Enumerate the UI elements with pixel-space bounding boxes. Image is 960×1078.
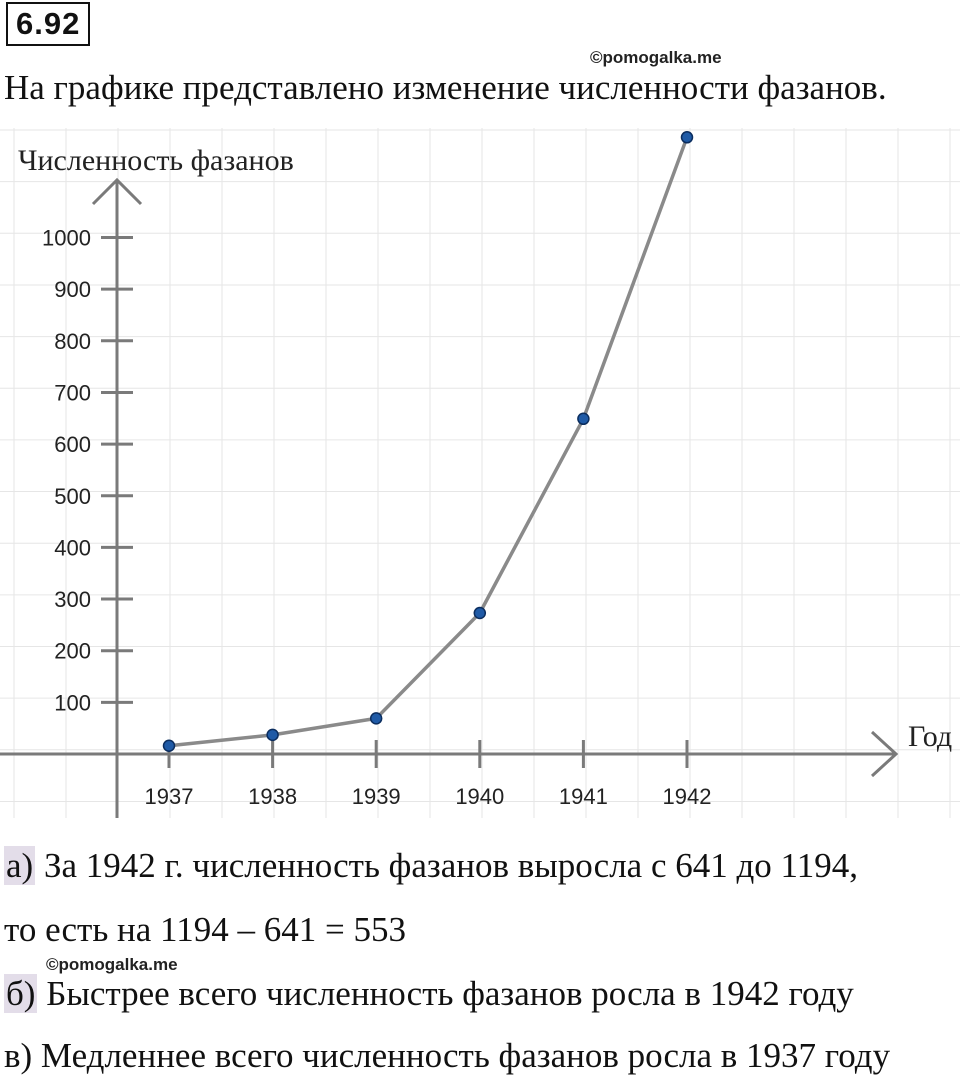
data-point (473, 606, 487, 620)
watermark: ©pomogalka.me (590, 48, 722, 67)
y-tick-label: 300 (54, 587, 91, 612)
x-tick-label: 1938 (248, 784, 297, 809)
data-point (162, 739, 176, 752)
data-point (680, 131, 694, 144)
y-tick-label: 800 (54, 329, 91, 354)
y-axis-label: Численность фазанов (18, 144, 294, 177)
y-tick-label: 500 (54, 484, 91, 509)
data-point (266, 728, 279, 742)
data-point (369, 712, 383, 725)
y-tick-label: 400 (54, 535, 91, 560)
y-tick-label: 600 (54, 432, 91, 457)
x-tick-label: 1942 (663, 784, 712, 809)
x-axis-arrow (870, 730, 899, 778)
answer-a-text: За 1942 г. численность фазанов выросла с… (35, 846, 858, 885)
chart-axes (0, 177, 899, 818)
answer-a-line2: то есть на 1194 – 641 = 553 (4, 910, 406, 949)
pheasant-population-chart: 100 200 300 400 500 600 700 800 900 1000 1937 1938 1… (0, 128, 960, 818)
problem-intro: На графике представлено изменение числен… (4, 68, 887, 107)
y-tick-label: 900 (54, 277, 91, 302)
problem-number: 6.92 (6, 2, 91, 46)
x-tick-label: 1937 (145, 784, 194, 809)
x-tick-label: 1939 (352, 784, 401, 809)
answer-b: б) Быстрее всего численность фазанов рос… (4, 974, 854, 1014)
y-axis-arrow (91, 177, 143, 206)
x-tick-label: 1941 (559, 784, 608, 809)
x-tick-label: 1940 (455, 784, 504, 809)
y-tick-label: 700 (54, 380, 91, 405)
answer-a-marker: а) (4, 846, 36, 885)
chart-series (162, 131, 694, 752)
answer-b-text: Быстрее всего численность фазанов росла … (37, 974, 854, 1013)
answer-b-marker: б) (4, 974, 38, 1013)
series-line (168, 136, 689, 748)
answer-a-line1: а) За 1942 г. численность фазанов выросл… (4, 846, 858, 886)
chart-ticks: 100 200 300 400 500 600 700 800 900 1000 1937 1938 1… (42, 226, 711, 810)
answer-v: в) Медленнее всего численность фазанов р… (4, 1036, 891, 1075)
y-tick-label: 200 (54, 639, 91, 664)
chart-grid (0, 128, 960, 818)
y-tick-label: 1000 (42, 226, 91, 251)
y-tick-label: 100 (54, 690, 91, 715)
x-axis-label: Год (908, 720, 952, 753)
data-point (577, 412, 590, 426)
watermark-2: ©pomogalka.me (46, 955, 178, 974)
